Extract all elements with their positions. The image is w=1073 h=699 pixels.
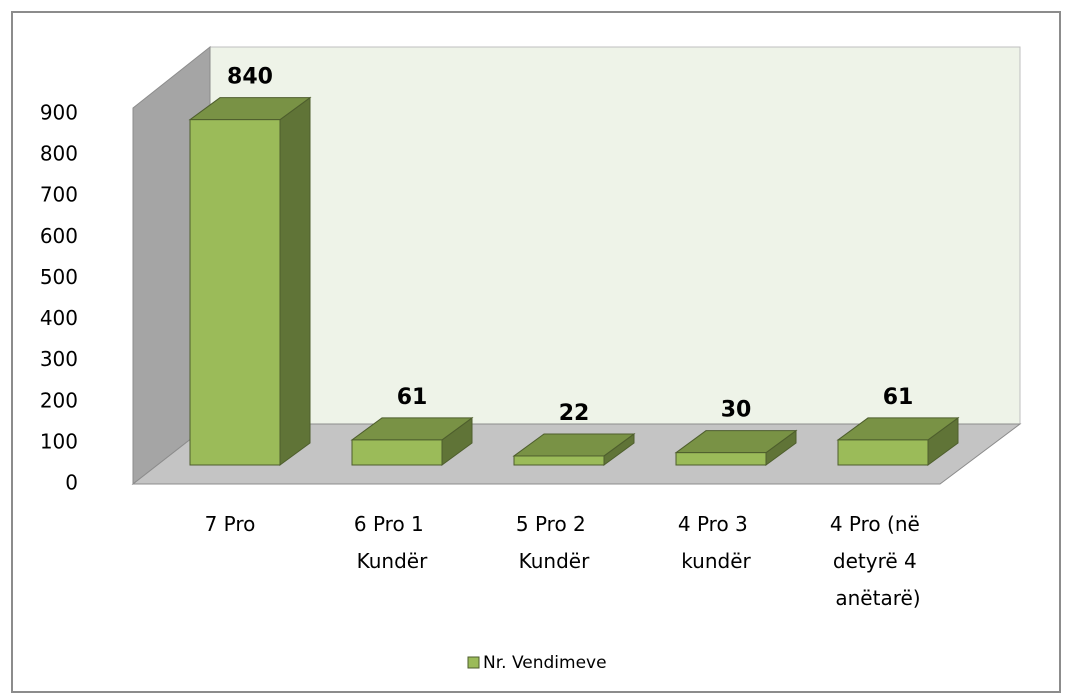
x-tick-label: 4 Pro (në detyrë 4 anëtarë) <box>830 512 926 610</box>
bar <box>513 455 605 466</box>
y-tick-label: 100 <box>40 429 78 453</box>
value-label: 61 <box>397 385 428 410</box>
bar <box>189 119 281 466</box>
bar <box>837 439 929 466</box>
x-tick-label: 6 Pro 1 Kundër <box>354 512 430 573</box>
legend-swatch <box>467 656 480 669</box>
bar <box>351 439 443 466</box>
back-wall <box>209 46 1021 425</box>
value-label: 30 <box>721 398 752 423</box>
y-tick-label: 200 <box>40 388 78 412</box>
y-tick-label: 800 <box>40 142 78 166</box>
y-tick-label: 700 <box>40 183 78 207</box>
value-label: 840 <box>227 65 273 90</box>
bar-side <box>279 96 311 466</box>
y-tick-label: 900 <box>40 101 78 125</box>
y-tick-label: 600 <box>40 224 78 248</box>
y-tick-label: 300 <box>40 347 78 371</box>
x-tick-label: 5 Pro 2 Kundër <box>516 512 592 573</box>
y-tick-label: 400 <box>40 306 78 330</box>
bar <box>675 452 767 466</box>
y-tick-label: 0 <box>65 471 78 495</box>
value-label: 61 <box>883 385 914 410</box>
x-tick-label: 4 Pro 3 kundër <box>678 512 754 573</box>
x-tick-label: 7 Pro <box>205 512 256 536</box>
value-label: 22 <box>559 401 590 426</box>
legend-label: Nr. Vendimeve <box>483 653 607 673</box>
y-tick-label: 500 <box>40 265 78 289</box>
